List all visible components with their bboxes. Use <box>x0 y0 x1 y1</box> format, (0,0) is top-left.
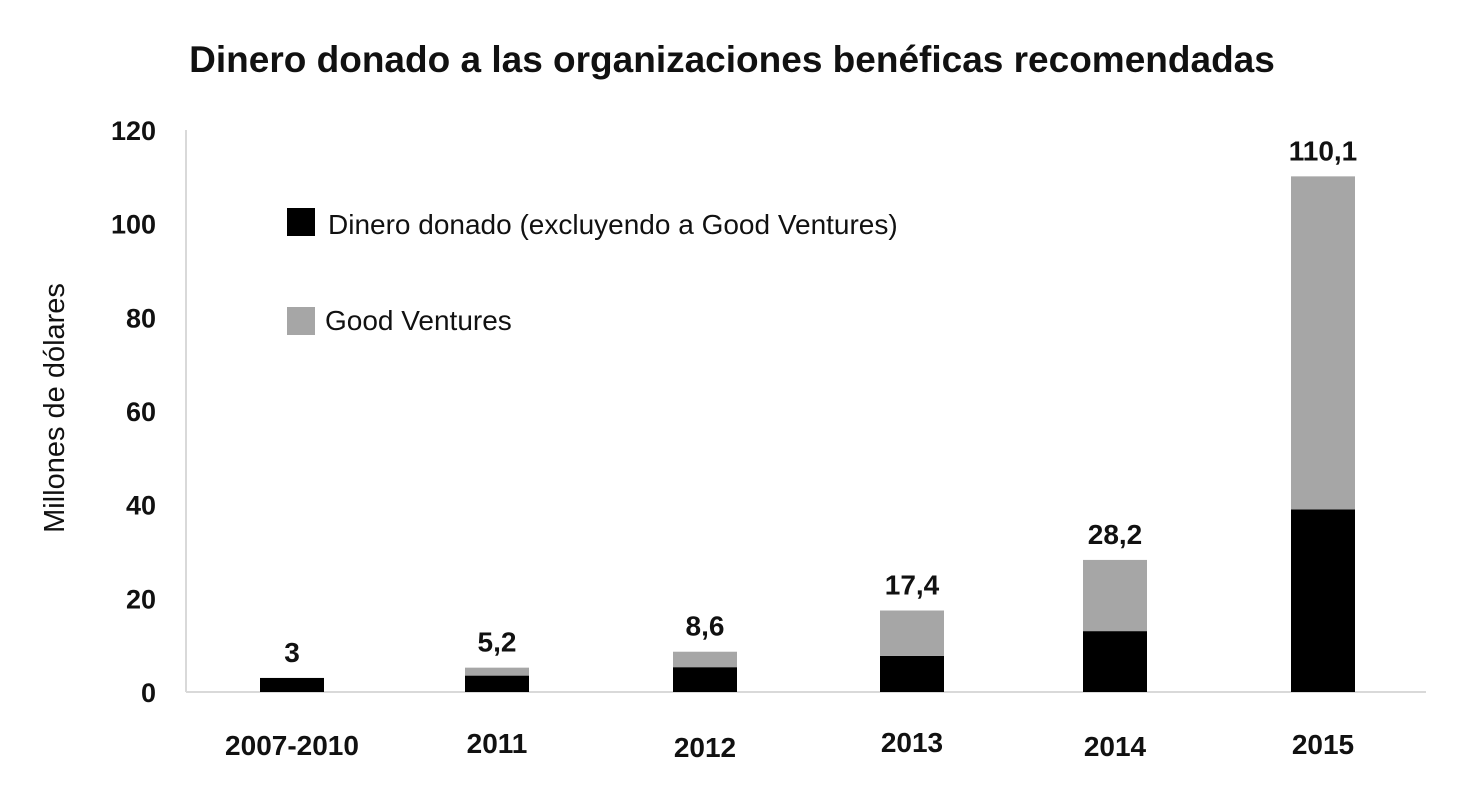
bar-total-label: 110,1 <box>1289 135 1358 166</box>
bar-good-ventures-4 <box>1083 559 1147 632</box>
bar-total-label: 17,4 <box>885 570 940 601</box>
legend-label: Good Ventures <box>325 305 512 336</box>
x-tick-label: 2012 <box>674 732 736 763</box>
legend-swatch <box>287 208 315 236</box>
legend-swatch <box>287 307 315 335</box>
bar-dinero-donado-5 <box>1291 509 1355 692</box>
value-labels: 3 5,2 8,6 17,4 28,2 110,1 <box>284 135 1357 668</box>
x-tick-label: 2013 <box>881 727 943 758</box>
x-tick-label: 2007-2010 <box>225 730 359 761</box>
y-tick-label: 40 <box>126 491 156 521</box>
bar-good-ventures-5 <box>1291 176 1355 510</box>
bar-total-label: 8,6 <box>686 611 725 642</box>
bar-total-label: 28,2 <box>1088 519 1143 550</box>
legend: Dinero donado (excluyendo a Good Venture… <box>287 208 898 336</box>
y-tick-label: 120 <box>111 116 156 146</box>
y-axis-label: Millones de dólares <box>39 283 71 533</box>
x-tick-label: 2015 <box>1292 729 1354 760</box>
x-tick-label: 2014 <box>1084 731 1147 762</box>
bar-total-label: 3 <box>284 637 300 668</box>
bars <box>260 176 1355 692</box>
chart-title: Dinero donado a las organizaciones benéf… <box>189 39 1275 80</box>
bar-good-ventures-1 <box>465 667 529 676</box>
x-tick-label: 2011 <box>467 728 528 759</box>
bar-dinero-donado-3 <box>880 655 944 692</box>
bar-total-label: 5,2 <box>478 627 517 658</box>
bar-dinero-donado-4 <box>1083 631 1147 692</box>
bar-dinero-donado-2 <box>673 667 737 692</box>
y-tick-label: 20 <box>126 584 156 614</box>
y-tick-label: 100 <box>111 210 156 240</box>
y-tick-labels: 0 20 40 60 80 100 120 <box>111 116 156 708</box>
bar-good-ventures-3 <box>880 610 944 656</box>
legend-label: Dinero donado (excluyendo a Good Venture… <box>328 209 898 240</box>
bar-good-ventures-2 <box>673 651 737 668</box>
y-tick-label: 60 <box>126 397 156 427</box>
category-labels: 2007-2010 2011 2012 2013 2014 2015 <box>225 727 1354 763</box>
bar-dinero-donado-1 <box>465 675 529 692</box>
y-tick-label: 0 <box>141 678 156 708</box>
y-tick-label: 80 <box>126 303 156 333</box>
bar-dinero-donado-0 <box>260 677 324 692</box>
